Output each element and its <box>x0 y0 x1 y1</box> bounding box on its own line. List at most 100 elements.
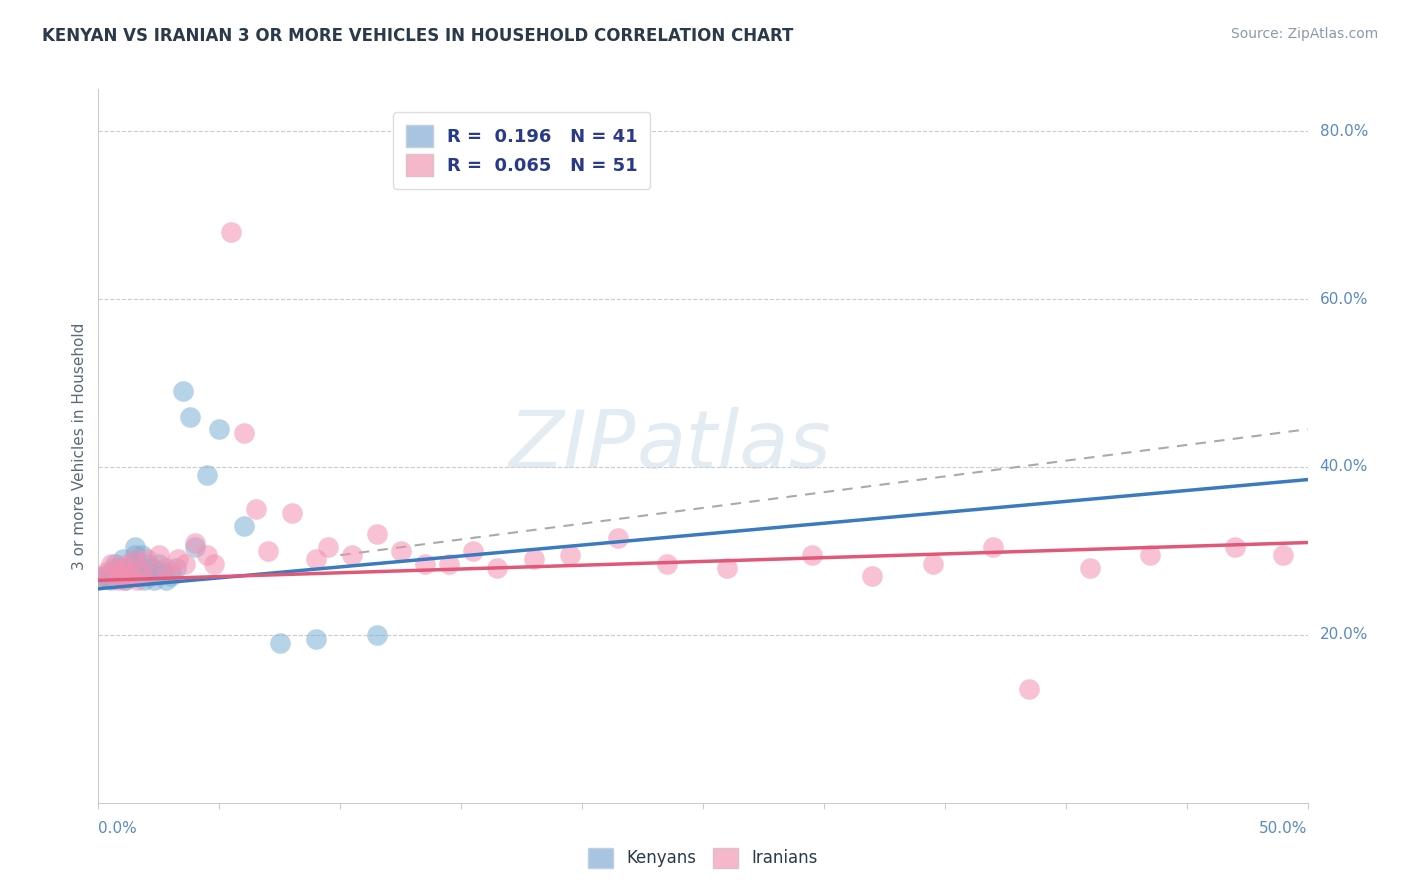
Point <box>256 544 278 558</box>
Point <box>107 565 129 579</box>
Point <box>184 540 207 554</box>
Point <box>463 544 485 558</box>
Point <box>232 426 254 441</box>
Point <box>1272 548 1295 562</box>
Text: KENYAN VS IRANIAN 3 OR MORE VEHICLES IN HOUSEHOLD CORRELATION CHART: KENYAN VS IRANIAN 3 OR MORE VEHICLES IN … <box>42 27 793 45</box>
Point <box>1018 682 1040 697</box>
Point <box>121 557 143 571</box>
Point <box>111 552 134 566</box>
Point <box>1078 560 1101 574</box>
Point <box>94 569 117 583</box>
Point <box>195 548 218 562</box>
Point <box>111 560 134 574</box>
Point <box>366 628 388 642</box>
Text: 0.0%: 0.0% <box>98 821 138 836</box>
Point <box>655 557 678 571</box>
Point <box>143 574 166 588</box>
Point <box>128 560 150 574</box>
Point <box>558 548 581 562</box>
Point <box>148 548 170 562</box>
Point <box>232 518 254 533</box>
Point <box>135 557 157 571</box>
Point <box>800 548 823 562</box>
Point <box>127 560 149 574</box>
Point <box>104 557 127 571</box>
Point <box>204 557 226 571</box>
Point <box>160 569 183 583</box>
Point <box>184 535 207 549</box>
Point <box>134 574 156 588</box>
Point <box>135 569 157 583</box>
Text: Source: ZipAtlas.com: Source: ZipAtlas.com <box>1230 27 1378 41</box>
Point <box>108 569 131 583</box>
Point <box>118 569 141 583</box>
Point <box>174 557 197 571</box>
Point <box>1223 540 1246 554</box>
Point <box>111 560 134 574</box>
Point <box>486 560 509 574</box>
Point <box>165 560 187 574</box>
Point <box>437 557 460 571</box>
Text: 60.0%: 60.0% <box>1320 292 1368 307</box>
Point <box>523 552 546 566</box>
Point <box>316 540 339 554</box>
Point <box>107 560 129 574</box>
Point <box>135 552 157 566</box>
Point <box>179 409 201 424</box>
Point <box>107 574 129 588</box>
Point <box>152 565 174 579</box>
Point <box>221 225 243 239</box>
Point <box>195 468 218 483</box>
Point <box>100 574 122 588</box>
Point <box>117 565 139 579</box>
Point <box>141 560 163 574</box>
Point <box>281 506 304 520</box>
Point <box>124 548 146 562</box>
Point <box>208 422 231 436</box>
Point <box>87 574 110 588</box>
Point <box>91 569 114 583</box>
Point <box>366 527 388 541</box>
Text: 50.0%: 50.0% <box>1260 821 1308 836</box>
Point <box>981 540 1004 554</box>
Point <box>94 565 117 579</box>
Point <box>305 552 328 566</box>
Point <box>167 552 190 566</box>
Text: atlas: atlas <box>637 407 831 485</box>
Point <box>114 574 136 588</box>
Point <box>124 552 146 566</box>
Point <box>100 557 122 571</box>
Point <box>148 565 170 579</box>
Point <box>131 548 153 562</box>
Point <box>155 560 177 574</box>
Point <box>1139 548 1161 562</box>
Point <box>108 569 131 583</box>
Point <box>716 560 738 574</box>
Point <box>117 557 139 571</box>
Text: 20.0%: 20.0% <box>1320 627 1368 642</box>
Point <box>155 574 177 588</box>
Point <box>127 574 149 588</box>
Point <box>413 557 436 571</box>
Point <box>245 502 267 516</box>
Point <box>118 569 141 583</box>
Point <box>389 544 412 558</box>
Point <box>141 569 163 583</box>
Point <box>172 384 194 399</box>
Legend: R =  0.196   N = 41, R =  0.065   N = 51: R = 0.196 N = 41, R = 0.065 N = 51 <box>392 112 651 189</box>
Point <box>921 557 943 571</box>
Point <box>91 569 114 583</box>
Point <box>124 540 146 554</box>
Point <box>111 569 134 583</box>
Point <box>131 565 153 579</box>
Point <box>342 548 364 562</box>
Text: 80.0%: 80.0% <box>1320 124 1368 138</box>
Point <box>114 574 136 588</box>
Point <box>160 565 183 579</box>
Text: 40.0%: 40.0% <box>1320 459 1368 475</box>
Text: ZIP: ZIP <box>509 407 637 485</box>
Point <box>860 569 883 583</box>
Point <box>305 632 328 646</box>
Point <box>148 557 170 571</box>
Legend: Kenyans, Iranians: Kenyans, Iranians <box>582 841 824 875</box>
